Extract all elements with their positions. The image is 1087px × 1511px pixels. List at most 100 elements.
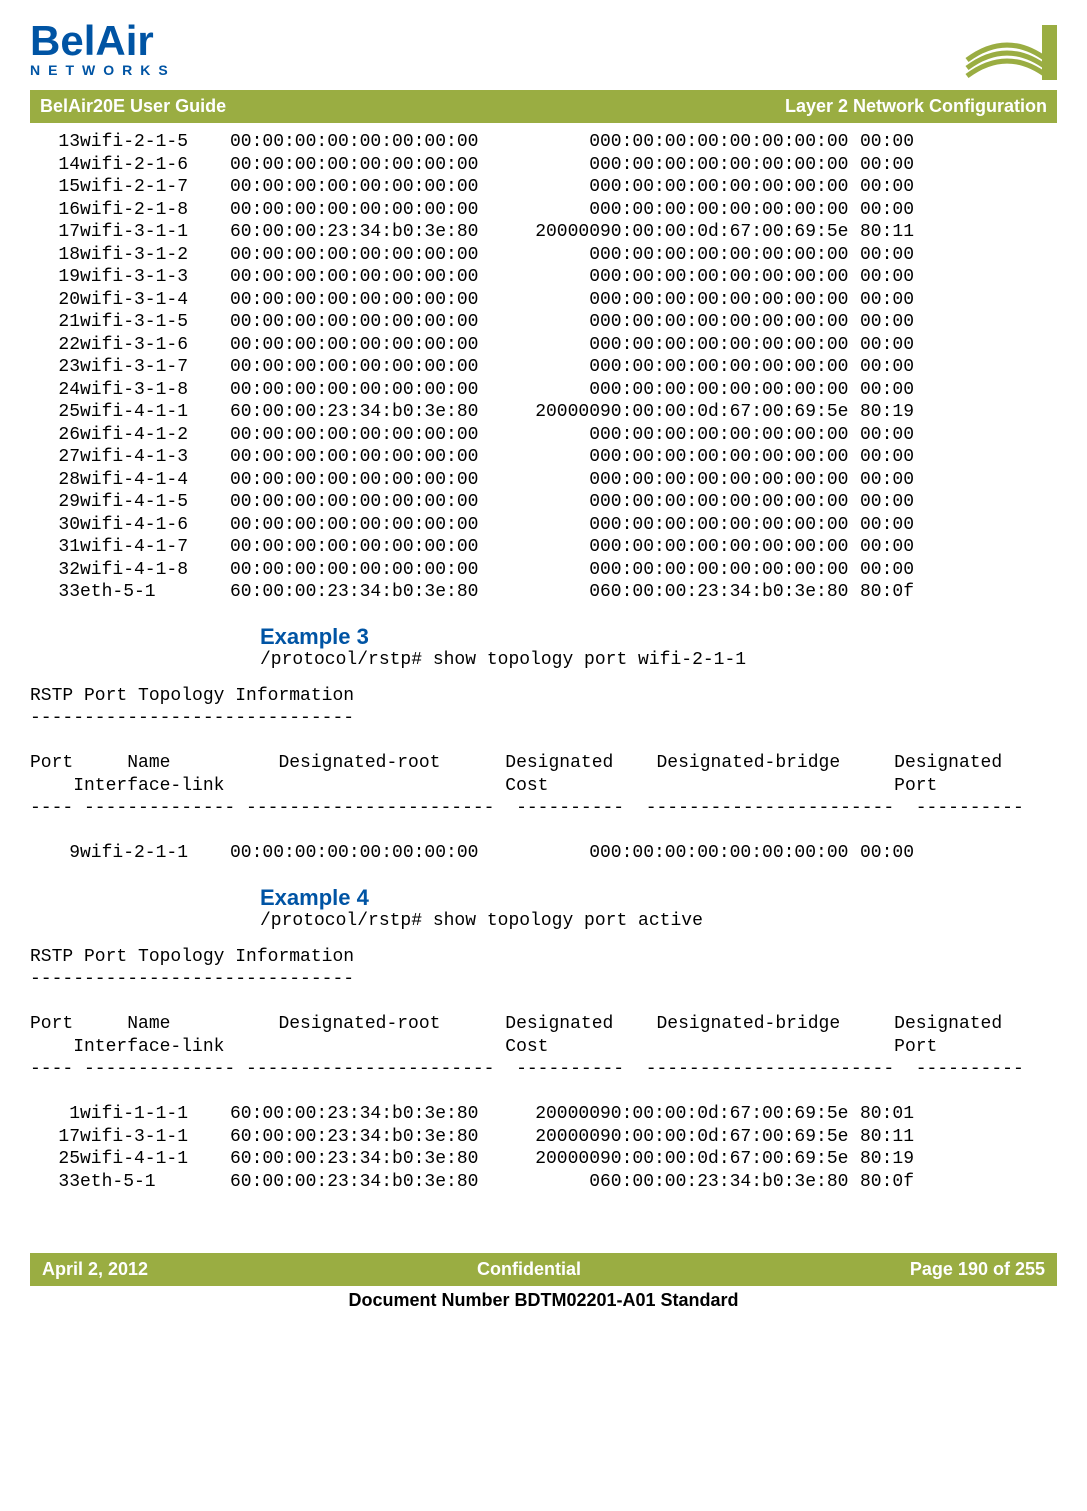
table-cell: wifi-2-1-7 [80, 176, 230, 199]
table-row: 14wifi-2-1-600:00:00:00:00:00:00:00000:0… [30, 154, 1057, 177]
table-cell: 00:00:00:00:00:00:00:00 [600, 154, 860, 177]
table-cell: 00:00:00:00:00:00:00:00 [230, 334, 490, 357]
table-cell: wifi-3-1-6 [80, 334, 230, 357]
table-cell: 1 [30, 1103, 80, 1126]
guide-title: BelAir20E User Guide [40, 96, 226, 117]
table-row: 16wifi-2-1-800:00:00:00:00:00:00:00000:0… [30, 199, 1057, 222]
table-cell: 0 [490, 176, 600, 199]
logo-text-top: BelAir [30, 20, 176, 62]
table-cell: 0 [490, 199, 600, 222]
topology-table-1: 13wifi-2-1-500:00:00:00:00:00:00:00000:0… [30, 131, 1057, 604]
table-cell: 200000 [490, 1103, 600, 1126]
table-cell: 0 [490, 559, 600, 582]
title-bar: BelAir20E User Guide Layer 2 Network Con… [30, 90, 1057, 123]
table-cell: 00:00:00:00:00:00:00:00 [230, 176, 490, 199]
logo: BelAir NETWORKS [30, 20, 176, 78]
table-cell: 00:00:00:00:00:00:00:00 [230, 379, 490, 402]
table-cell: 0 [490, 469, 600, 492]
table-cell: wifi-3-1-5 [80, 311, 230, 334]
table-cell: 60:00:00:23:34:b0:3e:80 [600, 1171, 860, 1194]
table-cell: 0 [490, 514, 600, 537]
table-cell: 00:00:00:00:00:00:00:00 [600, 131, 860, 154]
table-cell: 00:00 [860, 536, 1057, 559]
table-cell: 16 [30, 199, 80, 222]
table-cell: 00:00:00:00:00:00:00:00 [230, 311, 490, 334]
table-cell: wifi-4-1-1 [80, 1148, 230, 1171]
table-cell: 0 [490, 154, 600, 177]
table-cell: 00:00:00:00:00:00:00:00 [600, 469, 860, 492]
table-cell: 00:00:00:00:00:00:00:00 [600, 379, 860, 402]
table-cell: 00:00:00:00:00:00:00:00 [600, 446, 860, 469]
table-cell: 00:00:00:00:00:00:00:00 [600, 424, 860, 447]
table-cell: 17 [30, 221, 80, 244]
table-row: 19wifi-3-1-300:00:00:00:00:00:00:00000:0… [30, 266, 1057, 289]
table-cell: 00:00:00:00:00:00:00:00 [230, 469, 490, 492]
table-cell: wifi-2-1-8 [80, 199, 230, 222]
table-cell: wifi-2-1-1 [80, 842, 230, 865]
table-cell: 60:00:00:23:34:b0:3e:80 [230, 1103, 490, 1126]
table-cell: 60:00:00:23:34:b0:3e:80 [230, 1171, 490, 1194]
table-cell: wifi-4-1-2 [80, 424, 230, 447]
table-cell: 00:00:00:00:00:00:00:00 [600, 266, 860, 289]
table-cell: 14 [30, 154, 80, 177]
table-cell: 0 [490, 842, 600, 865]
example3-hdr2: Interface-link Cost Port [30, 775, 1057, 798]
table-cell: 200000 [490, 221, 600, 244]
table-cell: 00:00 [860, 491, 1057, 514]
table-row: 27wifi-4-1-300:00:00:00:00:00:00:00000:0… [30, 446, 1057, 469]
example4-hdr1: Port Name Designated-root Designated Des… [30, 1013, 1057, 1036]
table-row: 13wifi-2-1-500:00:00:00:00:00:00:00000:0… [30, 131, 1057, 154]
table-row: 21wifi-3-1-500:00:00:00:00:00:00:00000:0… [30, 311, 1057, 334]
table-cell: 00:00:00:00:00:00:00:00 [230, 244, 490, 267]
table-row: 30wifi-4-1-600:00:00:00:00:00:00:00000:0… [30, 514, 1057, 537]
table-cell: 00:00 [860, 469, 1057, 492]
table-cell: 15 [30, 176, 80, 199]
table-cell: 0 [490, 446, 600, 469]
table-cell: 00:00 [860, 842, 1057, 865]
table-cell: 23 [30, 356, 80, 379]
table-row: 20wifi-3-1-400:00:00:00:00:00:00:00000:0… [30, 289, 1057, 312]
table-cell: 00:00:00:00:00:00:00:00 [230, 559, 490, 582]
table-cell: 00:00:00:00:00:00:00:00 [600, 491, 860, 514]
table-cell: wifi-4-1-4 [80, 469, 230, 492]
table-cell: wifi-4-1-8 [80, 559, 230, 582]
table-cell: 00:00:00:00:00:00:00:00 [600, 356, 860, 379]
table-cell: 00:00:00:00:00:00:00:00 [600, 244, 860, 267]
table-cell: 90:00:00:0d:67:00:69:5e [600, 1126, 860, 1149]
logo-text-bottom: NETWORKS [30, 62, 176, 78]
table-cell: wifi-4-1-3 [80, 446, 230, 469]
table-cell: 00:00 [860, 244, 1057, 267]
table-cell: 0 [490, 379, 600, 402]
table-row: 33eth-5-160:00:00:23:34:b0:3e:80060:00:0… [30, 581, 1057, 604]
table-cell: 60:00:00:23:34:b0:3e:80 [600, 581, 860, 604]
table-cell: 22 [30, 334, 80, 357]
topology-table-4: 1wifi-1-1-160:00:00:23:34:b0:3e:80200000… [30, 1103, 1057, 1193]
table-cell: 00:00:00:00:00:00:00:00 [600, 842, 860, 865]
table-row: 33eth-5-160:00:00:23:34:b0:3e:80060:00:0… [30, 1171, 1057, 1194]
example4-info-dash: ------------------------------ [30, 968, 1057, 991]
table-row: 25wifi-4-1-160:00:00:23:34:b0:3e:8020000… [30, 1148, 1057, 1171]
topology-table-3: 9wifi-2-1-100:00:00:00:00:00:00:00000:00… [30, 842, 1057, 865]
table-cell: 26 [30, 424, 80, 447]
table-row: 29wifi-4-1-500:00:00:00:00:00:00:00000:0… [30, 491, 1057, 514]
table-cell: 0 [490, 244, 600, 267]
example4-hdr3: ---- -------------- --------------------… [30, 1058, 1057, 1081]
table-cell: wifi-3-1-8 [80, 379, 230, 402]
table-cell: 00:00 [860, 176, 1057, 199]
table-cell: wifi-3-1-4 [80, 289, 230, 312]
footer-page: Page 190 of 255 [910, 1259, 1045, 1280]
table-cell: 00:00:00:00:00:00:00:00 [600, 199, 860, 222]
table-cell: 31 [30, 536, 80, 559]
table-cell: wifi-3-1-1 [80, 1126, 230, 1149]
table-row: 24wifi-3-1-800:00:00:00:00:00:00:00000:0… [30, 379, 1057, 402]
table-cell: 00:00 [860, 379, 1057, 402]
table-cell: 33 [30, 581, 80, 604]
table-cell: wifi-3-1-3 [80, 266, 230, 289]
table-cell: 80:0f [860, 1171, 1057, 1194]
table-cell: 00:00 [860, 266, 1057, 289]
table-cell: 80:01 [860, 1103, 1057, 1126]
table-cell: 20 [30, 289, 80, 312]
table-cell: 00:00:00:00:00:00:00:00 [230, 446, 490, 469]
example3-info-dash: ------------------------------ [30, 707, 1057, 730]
table-cell: eth-5-1 [80, 581, 230, 604]
